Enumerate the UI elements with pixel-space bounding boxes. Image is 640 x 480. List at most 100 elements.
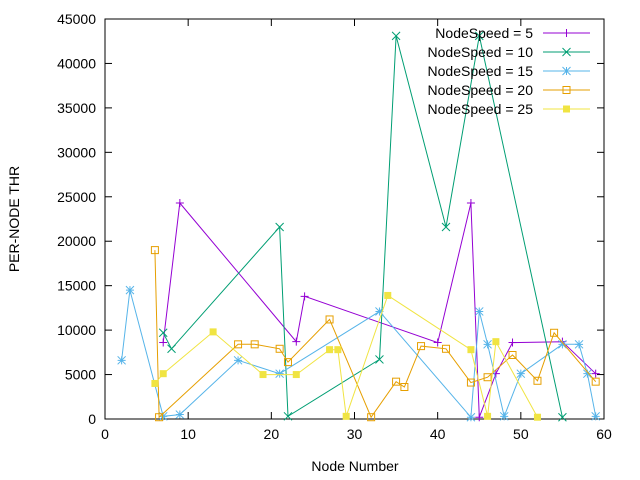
- plus-marker: [292, 337, 301, 346]
- y-tick-label: 15000: [57, 278, 96, 294]
- box-marker: [400, 383, 409, 391]
- data-point: [175, 199, 184, 207]
- star-marker: [516, 369, 526, 379]
- box-marker: [562, 86, 571, 94]
- legend-marker: [562, 86, 571, 94]
- data-point: [234, 340, 243, 349]
- data-point: [259, 371, 267, 379]
- data-point: [550, 328, 559, 337]
- plus-marker: [562, 29, 571, 37]
- cross-marker: [558, 412, 567, 422]
- star-marker: [574, 339, 584, 349]
- data-point: [483, 339, 492, 349]
- box-marker: [150, 246, 159, 255]
- filled-box-marker: [492, 338, 500, 346]
- data-point: [474, 31, 484, 41]
- box-marker: [550, 328, 559, 337]
- data-point: [375, 355, 384, 364]
- data-point: [250, 340, 259, 349]
- data-point: [474, 307, 484, 316]
- cross-marker: [474, 31, 484, 41]
- y-tick-label: 25000: [57, 189, 96, 205]
- plus-marker: [508, 338, 517, 347]
- data-point: [125, 285, 135, 295]
- star-marker: [158, 411, 168, 421]
- data-point: [292, 337, 301, 346]
- box-marker: [441, 344, 450, 353]
- data-point: [558, 339, 567, 349]
- data-point: [300, 292, 309, 301]
- legend-entry: NodeSpeed = 15: [428, 63, 590, 79]
- data-point: [175, 410, 185, 419]
- data-point: [158, 328, 168, 338]
- series-line: [154, 250, 597, 419]
- series-4: [150, 246, 600, 422]
- filled-box-marker: [259, 371, 267, 379]
- cross-marker: [167, 344, 176, 354]
- filled-box-marker: [467, 346, 475, 354]
- box-marker: [483, 373, 492, 382]
- data-point: [591, 369, 600, 378]
- data-point: [491, 369, 500, 378]
- y-axis-title: PER-NODE THR: [6, 166, 22, 272]
- legend-label: NodeSpeed = 10: [428, 44, 534, 60]
- data-point: [233, 355, 243, 365]
- y-tick-label: 0: [88, 411, 96, 427]
- box-marker: [533, 376, 542, 385]
- data-point: [583, 369, 592, 379]
- x-tick-label: 40: [430, 426, 446, 442]
- data-point: [283, 411, 293, 421]
- data-point: [441, 344, 450, 353]
- legend: NodeSpeed = 5 NodeSpeed = 10 NodeSpeed = 1…: [428, 25, 590, 117]
- axes: 0 10 20 30 40 50 60 0 5000 10000 15000 20000 25000 30…: [57, 11, 612, 442]
- data-point: [151, 379, 159, 387]
- star-marker: [117, 355, 126, 365]
- x-tick-label: 10: [180, 426, 196, 442]
- star-marker: [483, 339, 492, 349]
- plus-marker: [159, 338, 168, 347]
- filled-box-marker: [151, 379, 159, 387]
- y-tick-label: 35000: [57, 100, 96, 116]
- data-point: [574, 339, 584, 349]
- cross-marker: [441, 222, 451, 232]
- data-point: [159, 338, 168, 347]
- filled-box-marker: [334, 346, 342, 354]
- series-5: [151, 291, 541, 421]
- data-point: [334, 346, 342, 354]
- legend-marker: [562, 66, 571, 76]
- data-point: [375, 307, 384, 316]
- legend-marker: [563, 105, 570, 113]
- filled-box-marker: [563, 105, 570, 113]
- data-point: [159, 370, 167, 378]
- filled-box-marker: [209, 328, 217, 336]
- filled-box-marker: [326, 346, 334, 354]
- legend-label: NodeSpeed = 5: [435, 25, 533, 41]
- data-point: [466, 199, 475, 207]
- x-tick-label: 30: [347, 426, 363, 442]
- data-point: [392, 377, 401, 386]
- star-marker: [474, 307, 484, 316]
- data-point: [400, 383, 409, 391]
- data-point: [292, 371, 300, 379]
- legend-marker: [562, 47, 571, 57]
- data-point: [508, 338, 517, 347]
- x-axis-title: Node Number: [311, 458, 398, 474]
- series-line: [121, 289, 597, 419]
- data-point: [475, 413, 484, 422]
- data-point: [533, 413, 541, 421]
- box-marker: [275, 344, 284, 353]
- box-marker: [234, 340, 243, 349]
- star-marker: [233, 355, 243, 365]
- data-point: [155, 413, 164, 422]
- x-tick-label: 60: [596, 426, 612, 442]
- data-point: [342, 412, 350, 420]
- filled-box-marker: [533, 413, 541, 421]
- series-1: [159, 199, 600, 422]
- data-point: [275, 369, 285, 379]
- data-point: [508, 351, 517, 359]
- series-2: [158, 31, 567, 422]
- cross-marker: [391, 31, 401, 41]
- box-marker: [367, 413, 376, 422]
- star-marker: [562, 66, 571, 76]
